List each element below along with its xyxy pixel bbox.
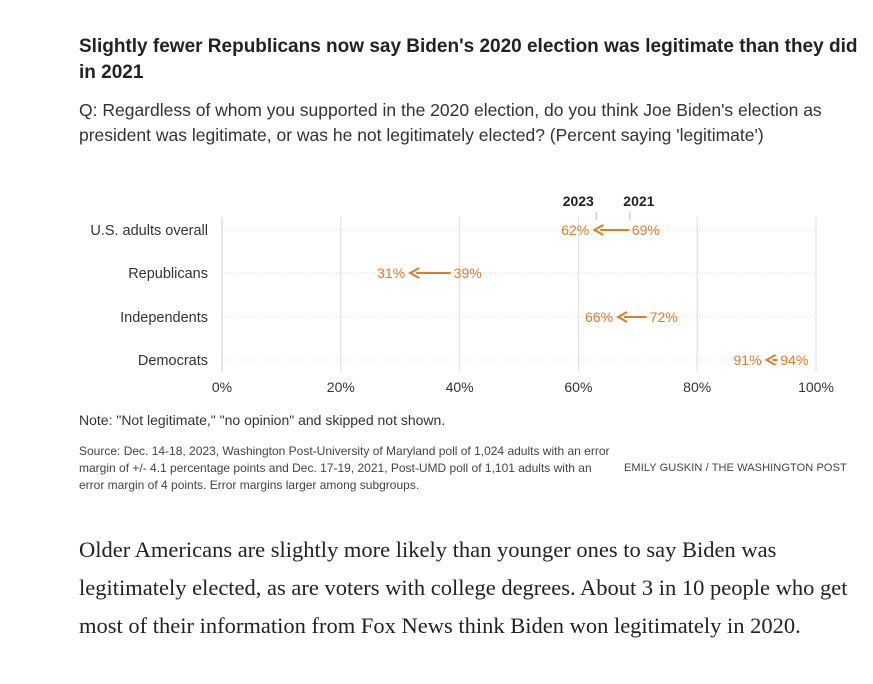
series-label-2023: 2023	[563, 193, 594, 209]
value-label-2021: 69%	[632, 222, 660, 238]
chart-title: Slightly fewer Republicans now say Biden…	[79, 36, 858, 83]
x-tick-label: 100%	[798, 379, 834, 395]
gridlines	[221, 217, 817, 372]
value-label-2023: 91%	[734, 352, 762, 368]
x-tick-label: 60%	[564, 379, 592, 395]
change-arrow-head	[615, 311, 628, 323]
series-year-labels: 2023 2021	[563, 193, 655, 220]
value-label-2021: 39%	[454, 265, 482, 281]
chart-note: Note: "Not legitimate," "no opinion" and…	[79, 412, 446, 428]
x-axis-tick-labels: 0% 20% 40% 60% 80% 100%	[212, 379, 834, 395]
x-tick-label: 20%	[327, 379, 355, 395]
x-tick-label: 40%	[446, 379, 474, 395]
category-labels: U.S. adults overall Republicans Independen…	[90, 223, 208, 369]
value-label-2023: 66%	[585, 309, 613, 325]
value-label-2021: 72%	[650, 309, 678, 325]
change-arrow-head	[408, 267, 420, 279]
chart-credit: EMILY GUSKIN / THE WASHINGTON POST	[624, 462, 847, 474]
article-paragraph: Older Americans are slightly more likely…	[79, 537, 848, 638]
x-tick-label: 0%	[212, 379, 232, 395]
category-label: U.S. adults overall	[90, 223, 208, 239]
series-label-2021: 2021	[623, 193, 654, 209]
change-arrow-head	[592, 224, 604, 236]
row-baselines	[222, 229, 816, 361]
value-label-2023: 62%	[561, 222, 589, 238]
value-label-2021: 94%	[780, 352, 808, 368]
data-marks: 62% 69% 31% 39% 66% 72% 91% 94%	[377, 222, 808, 368]
survey-question: Q: Regardless of whom you supported in t…	[79, 100, 822, 145]
chart-source: Source: Dec. 14-18, 2023, Washington Pos…	[79, 444, 610, 492]
category-label: Democrats	[138, 353, 208, 369]
value-label-2023: 31%	[377, 265, 405, 281]
category-label: Independents	[120, 310, 208, 326]
category-label: Republicans	[128, 266, 208, 282]
change-arrow-head	[764, 354, 777, 366]
x-tick-label: 80%	[683, 379, 711, 395]
dot-arrow-chart: U.S. adults overall Republicans Independen…	[90, 193, 834, 395]
